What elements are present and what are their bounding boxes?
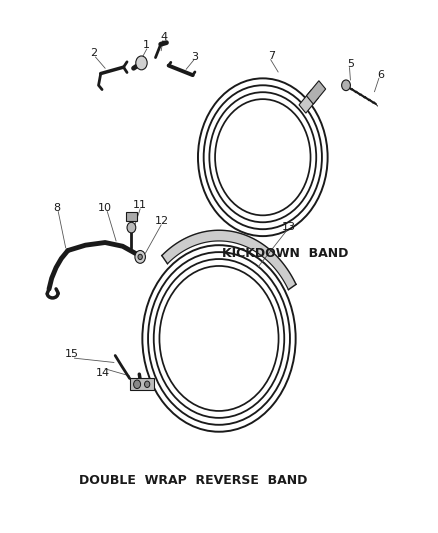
Text: 4: 4 bbox=[161, 33, 168, 42]
Circle shape bbox=[145, 381, 150, 387]
Circle shape bbox=[135, 251, 145, 263]
Text: 6: 6 bbox=[378, 70, 385, 79]
Text: 14: 14 bbox=[96, 368, 110, 378]
Bar bbox=[130, 378, 154, 390]
Text: 10: 10 bbox=[98, 203, 112, 213]
Circle shape bbox=[134, 380, 141, 389]
Text: 3: 3 bbox=[191, 52, 198, 62]
Circle shape bbox=[136, 56, 147, 70]
Text: 8: 8 bbox=[53, 203, 60, 213]
Text: 13: 13 bbox=[282, 222, 296, 231]
Circle shape bbox=[342, 80, 350, 91]
Text: 2: 2 bbox=[91, 49, 98, 58]
Text: 5: 5 bbox=[347, 59, 354, 69]
Text: 1: 1 bbox=[143, 41, 150, 50]
Polygon shape bbox=[299, 90, 318, 113]
Circle shape bbox=[138, 254, 142, 260]
FancyBboxPatch shape bbox=[126, 212, 137, 221]
Text: 11: 11 bbox=[133, 200, 147, 210]
Polygon shape bbox=[307, 80, 326, 104]
Text: 7: 7 bbox=[268, 51, 275, 61]
Text: 12: 12 bbox=[155, 216, 169, 226]
Text: DOUBLE  WRAP  REVERSE  BAND: DOUBLE WRAP REVERSE BAND bbox=[78, 474, 307, 487]
Text: 15: 15 bbox=[65, 350, 79, 359]
Text: KICKDOWN  BAND: KICKDOWN BAND bbox=[222, 247, 348, 260]
Circle shape bbox=[127, 222, 136, 233]
Polygon shape bbox=[162, 230, 296, 290]
